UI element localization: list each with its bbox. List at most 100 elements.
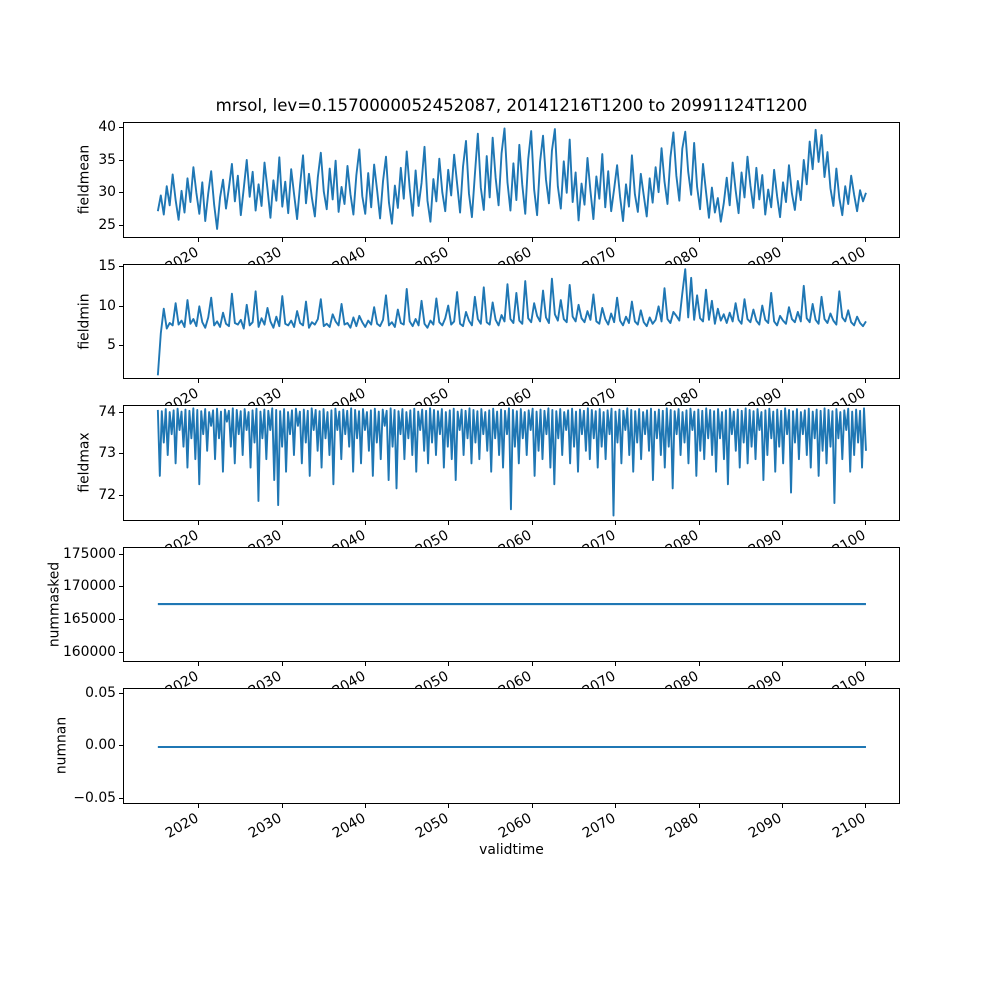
x-tick-mark (615, 237, 617, 242)
x-tick-mark (865, 803, 867, 808)
x-tick-mark (365, 803, 367, 808)
x-tick-mark (531, 379, 533, 384)
y-tick-label: 10 (98, 297, 116, 314)
x-tick-mark (448, 237, 450, 242)
x-tick-mark (698, 237, 700, 242)
x-tick-label: 2060 (496, 809, 535, 842)
y-tick-label: 0.00 (85, 737, 116, 754)
y-tick-mark (119, 192, 123, 194)
y-tick-mark (119, 553, 123, 555)
x-tick-mark (865, 379, 867, 384)
y-tick-label: −0.05 (73, 789, 116, 806)
y-tick-mark (119, 159, 123, 161)
x-tick-mark (281, 520, 283, 525)
x-tick-mark (615, 520, 617, 525)
axes-box (123, 405, 900, 521)
x-tick-mark (198, 237, 200, 242)
y-tick-label: 170000 (62, 578, 116, 595)
x-tick-mark (615, 803, 617, 808)
x-tick-mark (198, 520, 200, 525)
y-tick-label: 165000 (62, 611, 116, 628)
x-tick-mark (865, 520, 867, 525)
x-tick-mark (281, 803, 283, 808)
x-tick-mark (365, 237, 367, 242)
x-tick-mark (615, 379, 617, 384)
y-axis-label-numnan: numnan (53, 717, 70, 775)
x-tick-mark (281, 662, 283, 667)
x-tick-label: 2040 (329, 809, 369, 842)
x-tick-mark (865, 662, 867, 667)
axes-box (123, 688, 900, 804)
x-tick-mark (448, 803, 450, 808)
x-tick-mark (615, 662, 617, 667)
y-tick-label: 160000 (62, 643, 116, 660)
y-tick-mark (119, 225, 123, 227)
y-tick-label: 15 (98, 258, 116, 275)
x-tick-mark (781, 662, 783, 667)
x-tick-mark (698, 662, 700, 667)
x-tick-mark (281, 379, 283, 384)
x-tick-mark (698, 520, 700, 525)
x-tick-mark (531, 803, 533, 808)
axes-box (123, 546, 900, 663)
x-tick-mark (198, 662, 200, 667)
data-line-fieldmin (156, 267, 867, 375)
x-tick-label: 2020 (162, 809, 202, 842)
x-tick-mark (448, 662, 450, 667)
x-tick-mark (448, 379, 450, 384)
y-tick-mark (119, 126, 123, 128)
x-tick-mark (865, 237, 867, 242)
y-tick-label: 5 (107, 337, 116, 354)
x-tick-mark (781, 520, 783, 525)
x-tick-label: 2050 (412, 809, 452, 842)
y-tick-label: 74 (98, 403, 116, 420)
y-tick-mark (119, 797, 123, 799)
x-tick-mark (365, 520, 367, 525)
x-tick-label: 2090 (746, 809, 785, 842)
data-line-fieldmax (156, 407, 867, 517)
x-axis-label: validtime (479, 842, 544, 858)
x-tick-mark (448, 520, 450, 525)
x-tick-mark (365, 662, 367, 667)
x-tick-label: 2080 (662, 809, 702, 842)
y-tick-mark (119, 453, 123, 455)
y-tick-mark (119, 586, 123, 588)
y-tick-label: 40 (98, 118, 116, 135)
x-tick-mark (531, 520, 533, 525)
x-tick-mark (365, 379, 367, 384)
y-tick-mark (119, 619, 123, 621)
y-tick-mark (119, 495, 123, 497)
y-tick-mark (119, 305, 123, 307)
y-tick-label: 30 (98, 184, 116, 201)
x-tick-mark (781, 237, 783, 242)
x-tick-mark (781, 803, 783, 808)
x-tick-mark (198, 803, 200, 808)
y-tick-mark (119, 745, 123, 747)
x-tick-mark (781, 379, 783, 384)
chart-title: mrsol, lev=0.1570000052452087, 20141216T… (215, 96, 808, 115)
x-tick-label: 2030 (246, 809, 285, 842)
x-tick-label: 2100 (829, 809, 869, 842)
y-tick-label: 35 (98, 151, 116, 168)
x-tick-mark (198, 379, 200, 384)
y-tick-mark (119, 411, 123, 413)
y-tick-label: 73 (98, 445, 116, 462)
axes-box (123, 122, 900, 238)
x-tick-mark (281, 237, 283, 242)
x-tick-mark (698, 379, 700, 384)
y-tick-mark (119, 266, 123, 268)
x-tick-mark (698, 803, 700, 808)
y-tick-mark (119, 345, 123, 347)
y-tick-label: 175000 (62, 545, 116, 562)
y-tick-label: 72 (98, 487, 116, 504)
x-tick-mark (531, 662, 533, 667)
axes-box (123, 263, 900, 380)
x-tick-label: 2070 (579, 809, 619, 842)
y-tick-mark (119, 692, 123, 694)
